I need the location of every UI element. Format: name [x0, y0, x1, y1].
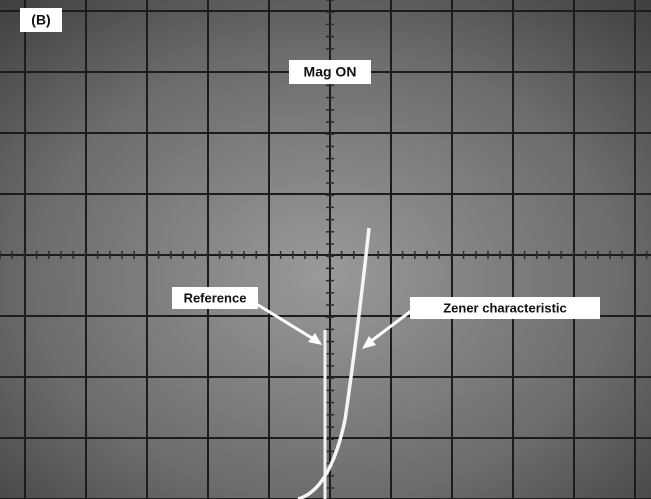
panel-label: (B) [31, 12, 50, 28]
reference-label-box [172, 287, 258, 309]
zener-trace [297, 227, 371, 499]
zener-label-box [410, 297, 600, 319]
reference-arrowhead [308, 333, 322, 345]
reference-arrow [249, 298, 321, 345]
mode-label-box [289, 60, 371, 84]
reference-label: Reference [184, 290, 247, 305]
zener-label: Zener characteristic [443, 300, 567, 315]
zener-arrowhead [362, 336, 376, 349]
mode-label: Mag ON [304, 64, 357, 80]
zener-arrow [365, 306, 416, 347]
panel-label-box [20, 8, 62, 32]
center-ticks [0, 0, 648, 489]
